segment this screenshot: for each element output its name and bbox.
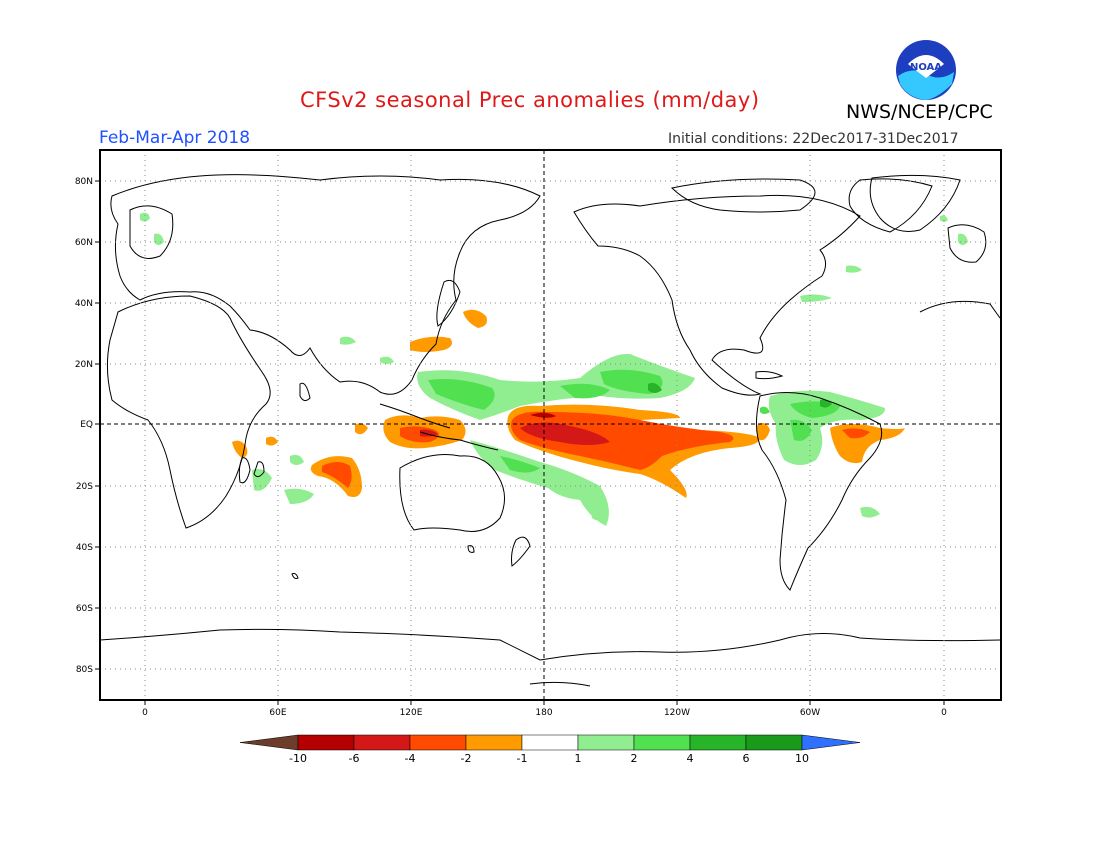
legend-swatch [297,734,355,751]
lon-label: 0 [941,708,947,718]
forecast-period: Feb-Mar-Apr 2018 [99,128,251,148]
legend-label: 6 [743,752,750,765]
coast-africa [106,295,271,529]
legend-swatch [409,734,467,751]
initial-conditions: Initial conditions: 22Dec2017-31Dec2017 [668,131,959,147]
lat-label: 40N [75,299,93,309]
coast-australia [399,454,505,532]
color-legend: -10 -6 -4 -2 -1 1 2 4 6 10 [239,734,861,765]
agency-label: NWS/NCEP/CPC [846,101,993,123]
legend-swatch [577,734,635,751]
lat-label: EQ [80,420,93,430]
lat-label: 60S [76,604,93,614]
legend-label: -2 [461,752,472,765]
lat-label: 40S [76,543,93,553]
lat-label: 80S [76,665,93,675]
legend-swatch [521,734,579,751]
legend-swatch [633,734,691,751]
lon-label: 120E [400,708,423,718]
dry-anomaly-pacific-max [520,422,610,445]
dry-anomaly-nw-pacific [410,336,452,352]
coast-eurasia [110,174,541,395]
lon-label: 60E [269,708,286,718]
anomaly-fields [140,212,968,526]
legend-swatch [239,734,299,751]
legend-label: -1 [517,752,528,765]
lat-label: 60N [75,238,93,248]
longitude-labels: 0 60E 120E 180 120W 60W 0 [142,700,947,718]
coast-south-america [756,392,883,591]
graticule [100,150,1001,700]
lon-label: 120W [664,708,690,718]
lon-label: 0 [142,708,148,718]
noaa-logo: NOAA [896,40,956,100]
legend-swatch [353,734,411,751]
legend-swatch [801,734,861,751]
map-frame [99,149,1002,701]
legend-label: -4 [405,752,416,765]
coast-north-america [573,194,861,396]
legend-label: 4 [687,752,694,765]
lon-label: 180 [535,708,552,718]
legend-label: 1 [575,752,582,765]
wet-anomaly-indian-ocean [284,488,314,504]
legend-label: -10 [289,752,307,765]
latitude-labels: 80N 60N 40N 20N EQ 20S 40S 60S 80S [75,177,100,675]
legend-swatch [689,734,747,751]
logo-text: NOAA [910,62,942,73]
legend-label: 2 [631,752,638,765]
lat-label: 80N [75,177,93,187]
dry-anomaly-brazil [830,424,905,464]
legend-label: 10 [795,752,809,765]
legend-swatch [745,734,803,751]
coastlines [100,174,1001,687]
coast-antarctica [100,628,1001,661]
legend-label: -6 [349,752,360,765]
lon-label: 60W [800,708,820,718]
map-title: CFSv2 seasonal Prec anomalies (mm/day) [300,88,760,112]
lat-label: 20N [75,360,93,370]
lat-label: 20S [76,482,93,492]
legend-swatch [465,734,523,751]
